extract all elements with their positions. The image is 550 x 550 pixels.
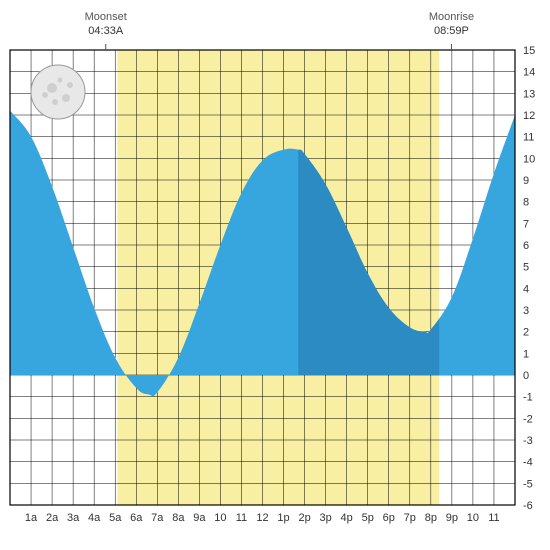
x-tick-label: 9p	[446, 512, 458, 524]
x-tick-label: 10	[214, 512, 226, 524]
x-tick-label: 4p	[341, 512, 353, 524]
y-tick-label: 10	[523, 153, 535, 165]
x-tick-label: 4a	[88, 512, 101, 524]
y-tick-label: -5	[523, 478, 533, 490]
moon-crater	[62, 94, 70, 102]
x-tick-label: 1a	[25, 512, 38, 524]
x-tick-label: 2a	[46, 512, 59, 524]
moonrise-value: 08:59P	[434, 25, 469, 37]
y-tick-label: -4	[523, 457, 533, 469]
moon-crater	[52, 99, 58, 105]
x-tick-label: 2p	[298, 512, 310, 524]
y-tick-label: 1	[523, 348, 529, 360]
y-tick-label: 11	[523, 132, 534, 144]
x-tick-label: 7a	[151, 512, 164, 524]
tide-chart-svg: 1a2a3a4a5a6a7a8a9a1011121p2p3p4p5p6p7p8p…	[0, 0, 550, 550]
y-tick-label: 0	[523, 370, 529, 382]
x-tick-label: 5a	[109, 512, 122, 524]
moon-crater	[58, 78, 63, 83]
y-tick-label: 3	[523, 305, 529, 317]
x-tick-label: 6p	[383, 512, 395, 524]
x-tick-label: 8p	[425, 512, 437, 524]
x-tick-label: 12	[256, 512, 268, 524]
x-tick-label: 3a	[67, 512, 80, 524]
moonset-label: Moonset	[85, 11, 127, 23]
x-tick-label: 11	[236, 512, 247, 524]
x-tick-label: 7p	[404, 512, 416, 524]
y-tick-label: 9	[523, 175, 529, 187]
x-tick-label: 11	[488, 512, 499, 524]
y-tick-label: -1	[523, 392, 533, 404]
y-tick-label: 6	[523, 240, 529, 252]
y-tick-label: 8	[523, 197, 529, 209]
moon-crater	[67, 82, 73, 88]
y-tick-label: 2	[523, 327, 529, 339]
y-tick-label: 14	[523, 67, 535, 79]
x-tick-label: 8a	[172, 512, 185, 524]
y-tick-label: -6	[523, 500, 533, 512]
tide-chart: 1a2a3a4a5a6a7a8a9a1011121p2p3p4p5p6p7p8p…	[0, 0, 550, 550]
x-tick-label: 3p	[320, 512, 332, 524]
moonrise-label: Moonrise	[429, 11, 474, 23]
x-tick-label: 5p	[362, 512, 374, 524]
moon-crater	[42, 92, 48, 98]
y-tick-label: 7	[523, 218, 529, 230]
y-tick-label: 13	[523, 88, 535, 100]
y-tick-label: 12	[523, 110, 535, 122]
x-tick-label: 9a	[193, 512, 206, 524]
moonset-value: 04:33A	[88, 25, 124, 37]
y-tick-label: -3	[523, 435, 533, 447]
moon-icon	[31, 65, 85, 119]
y-tick-label: -2	[523, 413, 533, 425]
x-tick-label: 1p	[277, 512, 289, 524]
y-tick-label: 4	[523, 283, 529, 295]
y-tick-label: 15	[523, 45, 535, 57]
y-tick-label: 5	[523, 262, 529, 274]
moon-crater	[47, 83, 57, 93]
x-tick-label: 10	[467, 512, 479, 524]
x-tick-label: 6a	[130, 512, 143, 524]
